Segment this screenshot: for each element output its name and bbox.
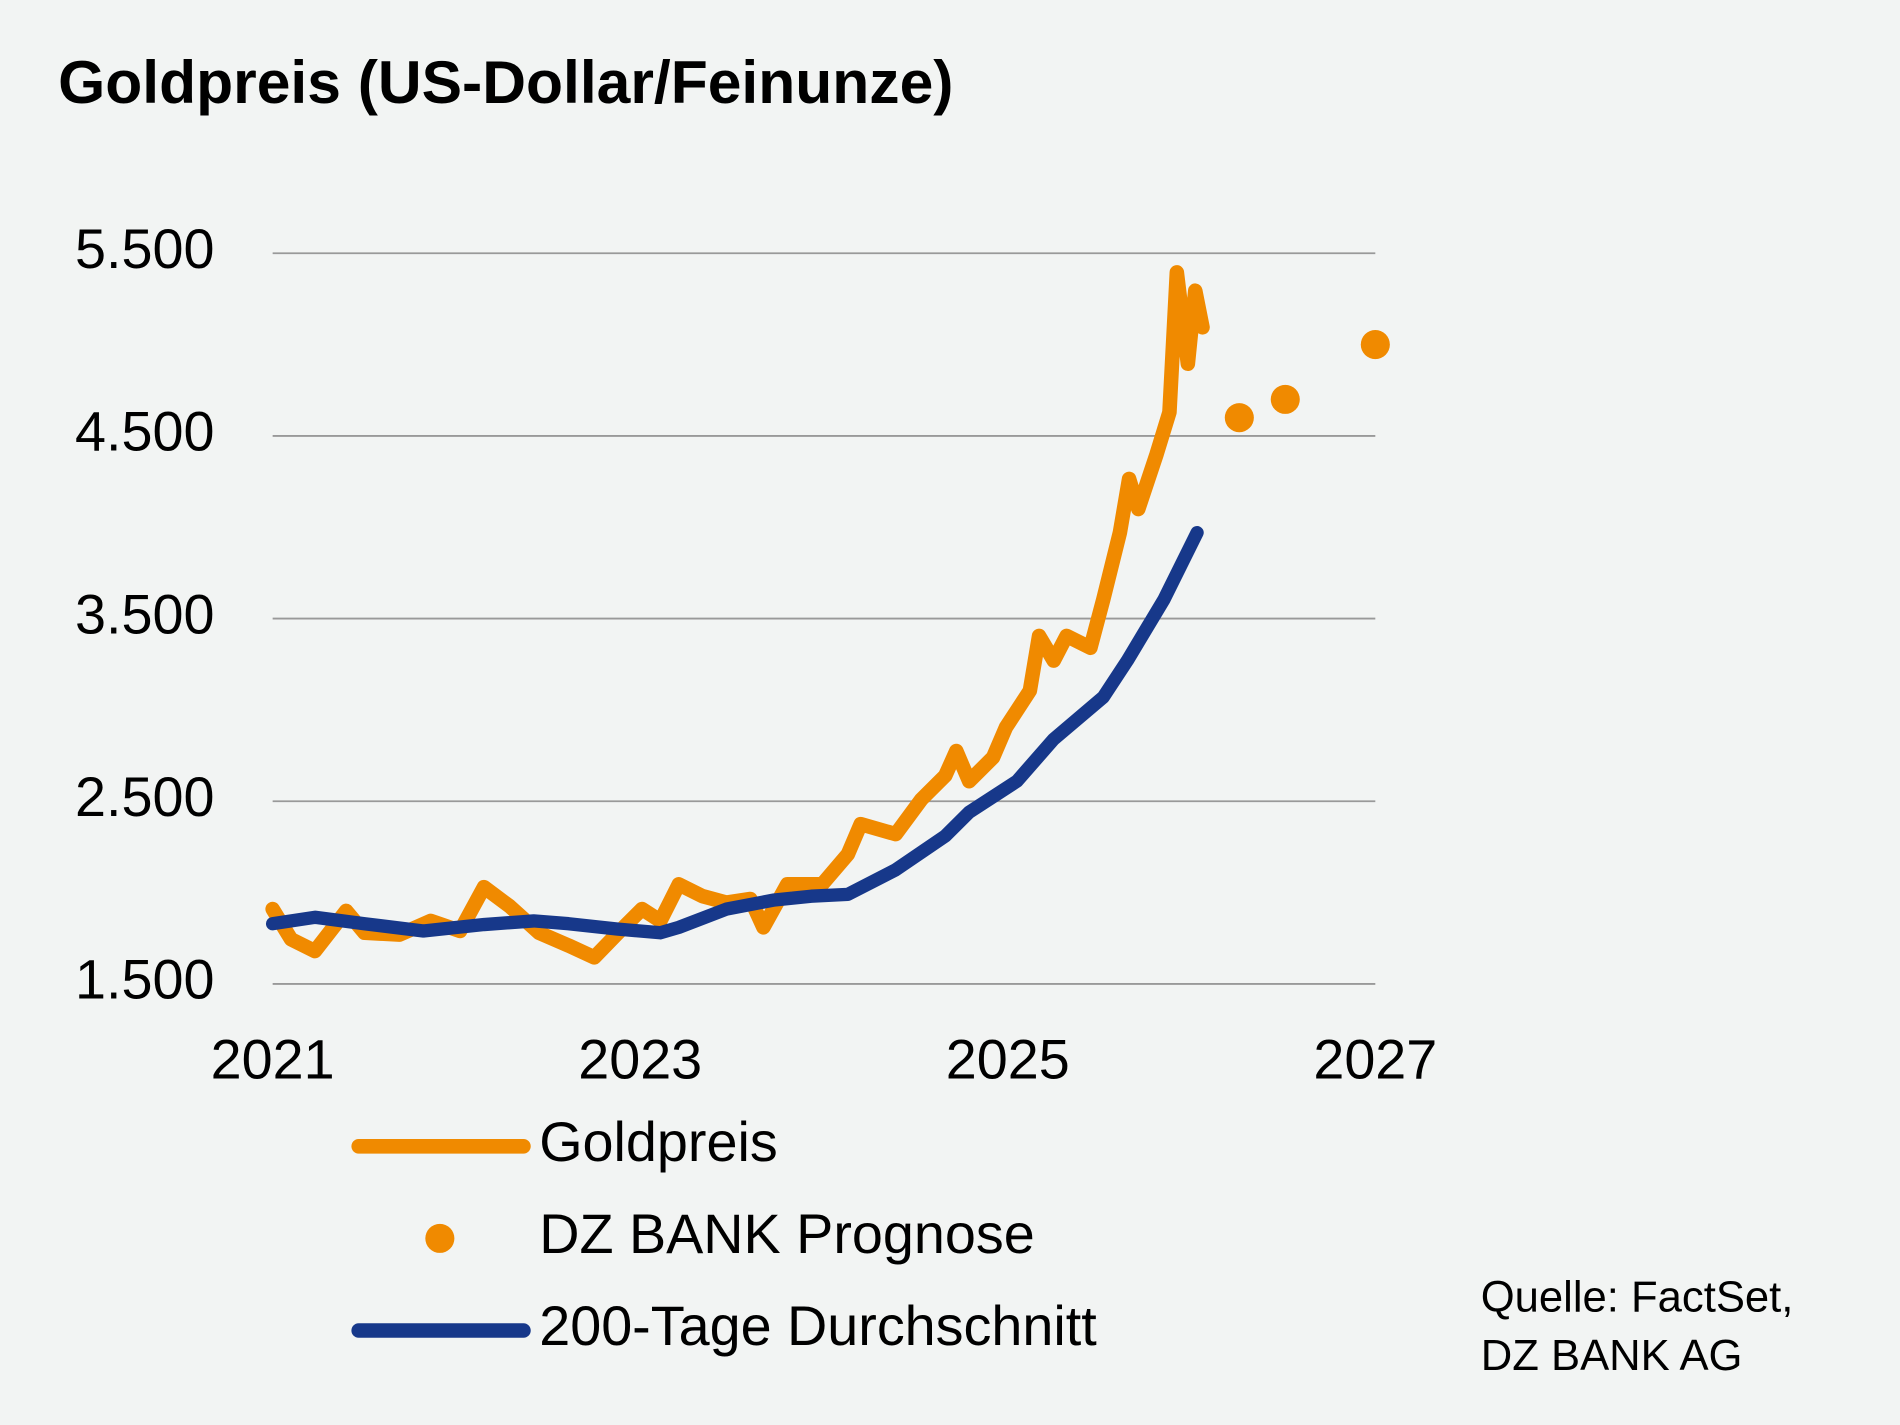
legend-label: DZ BANK Prognose bbox=[539, 1203, 1034, 1265]
y-tick-label: 4.500 bbox=[75, 401, 214, 463]
y-tick-label: 2.500 bbox=[75, 766, 214, 828]
forecast-point bbox=[1360, 330, 1390, 360]
series-line bbox=[265, 526, 1204, 940]
source: Quelle: FactSet, bbox=[1481, 1274, 1794, 1322]
forecast-point bbox=[1270, 384, 1300, 414]
chart-title: Goldpreis (US-Dollar/Feinunze) bbox=[58, 48, 953, 116]
legend-label: Goldpreis bbox=[539, 1111, 777, 1173]
x-tick-label: 2025 bbox=[946, 1029, 1070, 1091]
legend-swatch bbox=[425, 1223, 455, 1253]
x-tick-label: 2021 bbox=[211, 1029, 335, 1091]
x-tick-label: 2027 bbox=[1313, 1029, 1437, 1091]
source: DZ BANK AG bbox=[1481, 1332, 1743, 1380]
legend-label: 200-Tage Durchschnitt bbox=[539, 1295, 1097, 1357]
y-tick-label: 3.500 bbox=[75, 583, 214, 645]
y-tick-label: 1.500 bbox=[75, 949, 214, 1011]
series-line bbox=[265, 265, 1210, 965]
forecast-point bbox=[1224, 403, 1254, 433]
x-tick-label: 2023 bbox=[578, 1029, 702, 1091]
y-tick-label: 5.500 bbox=[75, 218, 214, 280]
